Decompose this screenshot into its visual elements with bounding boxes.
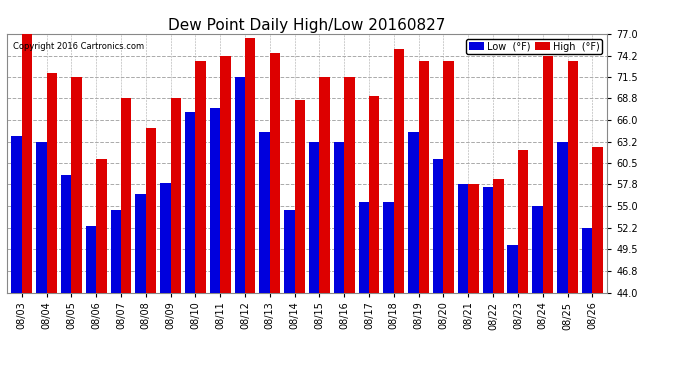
Bar <box>384 202 394 292</box>
Bar <box>259 132 270 292</box>
Bar <box>557 142 567 292</box>
Bar <box>319 77 330 292</box>
Bar <box>245 38 255 292</box>
Bar <box>170 98 181 292</box>
Bar <box>359 202 369 292</box>
Bar <box>110 210 121 292</box>
Bar <box>419 61 429 292</box>
Bar <box>160 183 170 292</box>
Bar <box>369 96 380 292</box>
Bar <box>295 100 305 292</box>
Text: Copyright 2016 Cartronics.com: Copyright 2016 Cartronics.com <box>13 42 144 51</box>
Bar <box>22 34 32 292</box>
Title: Dew Point Daily High/Low 20160827: Dew Point Daily High/Low 20160827 <box>168 18 446 33</box>
Bar <box>592 147 603 292</box>
Bar <box>185 112 195 292</box>
Bar <box>469 184 479 292</box>
Bar <box>483 187 493 292</box>
Bar <box>394 50 404 292</box>
Bar <box>36 142 47 292</box>
Bar <box>532 206 543 292</box>
Bar <box>493 179 504 292</box>
Bar <box>96 159 107 292</box>
Legend: Low  (°F), High  (°F): Low (°F), High (°F) <box>466 39 602 54</box>
Bar <box>444 61 454 292</box>
Bar <box>135 195 146 292</box>
Bar <box>334 142 344 292</box>
Bar <box>210 108 220 292</box>
Bar <box>567 61 578 292</box>
Bar <box>220 56 230 292</box>
Bar <box>309 142 319 292</box>
Bar <box>86 226 96 292</box>
Bar <box>11 136 22 292</box>
Bar <box>121 98 131 292</box>
Bar <box>344 77 355 292</box>
Bar <box>195 61 206 292</box>
Bar <box>270 53 280 292</box>
Bar <box>543 56 553 292</box>
Bar <box>507 246 518 292</box>
Bar <box>408 132 419 292</box>
Bar <box>71 77 82 292</box>
Bar <box>235 77 245 292</box>
Bar <box>518 150 529 292</box>
Bar <box>284 210 295 292</box>
Bar <box>458 184 469 292</box>
Bar <box>146 128 156 292</box>
Bar <box>47 73 57 292</box>
Bar <box>582 228 592 292</box>
Bar <box>61 175 71 292</box>
Bar <box>433 159 444 292</box>
